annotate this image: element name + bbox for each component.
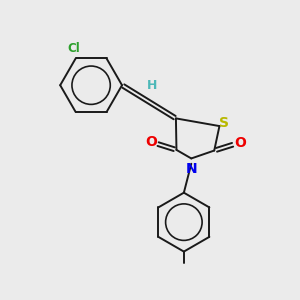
Text: S: S (219, 116, 229, 130)
Text: O: O (145, 135, 157, 149)
Text: O: O (234, 136, 246, 150)
Text: H: H (147, 79, 157, 92)
Text: N: N (186, 162, 198, 176)
Text: Cl: Cl (67, 42, 80, 55)
